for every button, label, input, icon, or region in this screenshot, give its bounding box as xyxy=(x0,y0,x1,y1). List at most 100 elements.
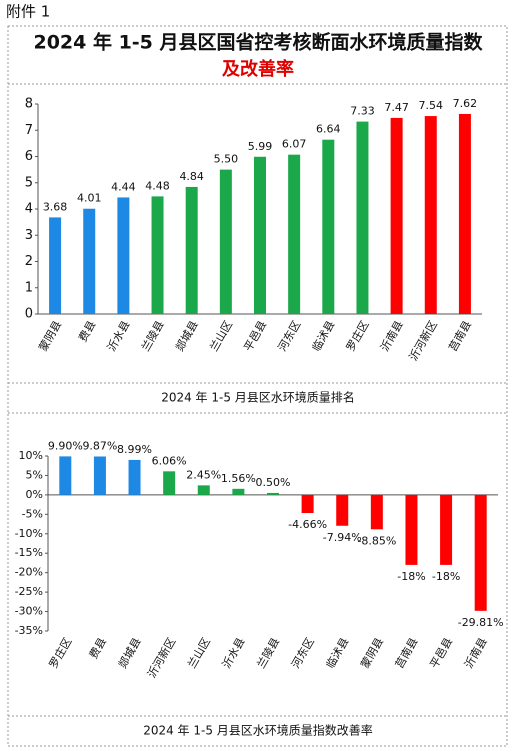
data-label: 7.54 xyxy=(419,99,444,112)
data-label: 5.50 xyxy=(214,153,239,166)
data-label: 3.68 xyxy=(43,200,68,213)
data-label: 1.56% xyxy=(221,472,256,485)
bar xyxy=(59,456,72,495)
data-label: 0.50% xyxy=(256,476,291,489)
x-tick-label: 蒙阴县 xyxy=(358,636,386,671)
bar xyxy=(83,208,96,314)
data-label: 4.48 xyxy=(145,179,170,192)
data-label: 4.44 xyxy=(111,180,136,193)
x-tick-label: 费县 xyxy=(76,319,98,345)
x-tick-label: 兰陵县 xyxy=(254,636,282,671)
data-label: 6.07 xyxy=(282,138,307,151)
x-tick-label: 沂水县 xyxy=(105,319,133,354)
bar xyxy=(163,471,176,495)
x-tick-label: 河东区 xyxy=(276,319,304,354)
x-tick-label: 沂南县 xyxy=(462,636,490,671)
y-tick-label: 5% xyxy=(26,468,43,481)
bar xyxy=(322,139,335,314)
data-label: -29.81% xyxy=(458,616,504,629)
x-tick-label: 平邑县 xyxy=(241,319,269,354)
y-tick-label: 5 xyxy=(25,175,33,190)
y-tick-label: 3 xyxy=(25,228,33,243)
x-tick-label: 平邑县 xyxy=(428,636,456,671)
y-tick-label: 4 xyxy=(25,202,33,217)
bar xyxy=(405,494,418,565)
bar xyxy=(197,485,210,495)
bar xyxy=(440,494,453,565)
x-tick-label: 郯城县 xyxy=(172,318,201,354)
subtitle: 及改善率 xyxy=(222,58,294,80)
data-label: 7.62 xyxy=(453,97,478,110)
y-tick-label: 8 xyxy=(25,97,33,112)
data-label: -4.66% xyxy=(288,518,327,531)
data-label: -8.85% xyxy=(357,534,396,547)
y-tick-label: -10% xyxy=(15,527,43,540)
y-tick-label: 0 xyxy=(25,307,33,322)
chart-title: 2024 年 1-5 月县区水环境质量排名 xyxy=(161,390,355,405)
x-tick-label: 莒南县 xyxy=(393,636,421,671)
data-label: 6.64 xyxy=(316,123,341,136)
y-tick-label: 0% xyxy=(26,488,43,501)
bar xyxy=(128,459,141,495)
data-label: 7.47 xyxy=(384,101,409,114)
chart-title: 2024 年 1-5 月县区水环境质量指数改善率 xyxy=(143,723,373,738)
bar xyxy=(232,488,245,495)
bar xyxy=(474,494,487,611)
y-tick-label: -15% xyxy=(15,546,43,559)
y-tick-label: 2 xyxy=(25,254,33,269)
bar xyxy=(254,156,266,314)
y-tick-label: -20% xyxy=(15,566,43,579)
frame xyxy=(7,25,508,747)
attachment: 附件 1 xyxy=(6,3,50,21)
data-label: -18% xyxy=(397,570,425,583)
x-tick-label: 郯城县 xyxy=(115,635,144,671)
x-tick-label: 兰山区 xyxy=(207,319,235,354)
x-tick-label: 沂河新区 xyxy=(144,635,178,680)
bar xyxy=(219,169,232,314)
bar xyxy=(301,494,314,514)
bar xyxy=(458,113,471,314)
bar xyxy=(336,494,349,526)
y-tick-label: 1 xyxy=(25,280,33,295)
x-tick-label: 蒙阴县 xyxy=(37,319,65,354)
bar xyxy=(356,121,369,315)
data-label: 4.84 xyxy=(179,170,204,183)
y-tick-label: 7 xyxy=(25,123,33,138)
y-tick-label: -30% xyxy=(15,605,43,618)
bar xyxy=(49,217,62,314)
data-label: 4.01 xyxy=(77,192,102,205)
data-label: 6.06% xyxy=(152,454,187,467)
x-tick-label: 临沭县 xyxy=(309,318,338,354)
x-tick-label: 沂水县 xyxy=(220,636,248,671)
x-tick-label: 费县 xyxy=(87,636,109,662)
x-tick-label: 沂南县 xyxy=(378,319,406,354)
x-tick-label: 兰山区 xyxy=(185,636,213,671)
x-tick-label: 兰陵县 xyxy=(139,319,167,354)
data-label: 9.87% xyxy=(82,440,117,453)
bar xyxy=(424,116,437,314)
data-label: 9.90% xyxy=(48,439,83,452)
y-tick-label: -25% xyxy=(15,585,43,598)
data-label: 8.99% xyxy=(117,443,152,456)
title: 2024 年 1-5 月县区国省控考核断面水环境质量指数 xyxy=(33,31,483,54)
y-tick-label: 10% xyxy=(19,449,43,462)
y-tick-label: 6 xyxy=(25,149,33,164)
data-label: 5.99 xyxy=(248,140,273,153)
bar xyxy=(185,186,198,314)
bar xyxy=(93,456,106,495)
y-tick-label: -5% xyxy=(22,507,43,520)
y-tick-label: -35% xyxy=(15,624,43,637)
x-tick-label: 罗庄区 xyxy=(343,318,372,354)
bar xyxy=(117,197,130,314)
x-tick-label: 河东区 xyxy=(289,636,317,671)
bar xyxy=(370,494,383,530)
x-tick-label: 莒南县 xyxy=(446,319,474,354)
bar xyxy=(288,154,301,314)
bar xyxy=(390,117,403,314)
data-label: 7.33 xyxy=(350,105,375,118)
data-label: -7.94% xyxy=(323,531,362,544)
bar xyxy=(267,492,279,495)
bar xyxy=(151,196,164,314)
